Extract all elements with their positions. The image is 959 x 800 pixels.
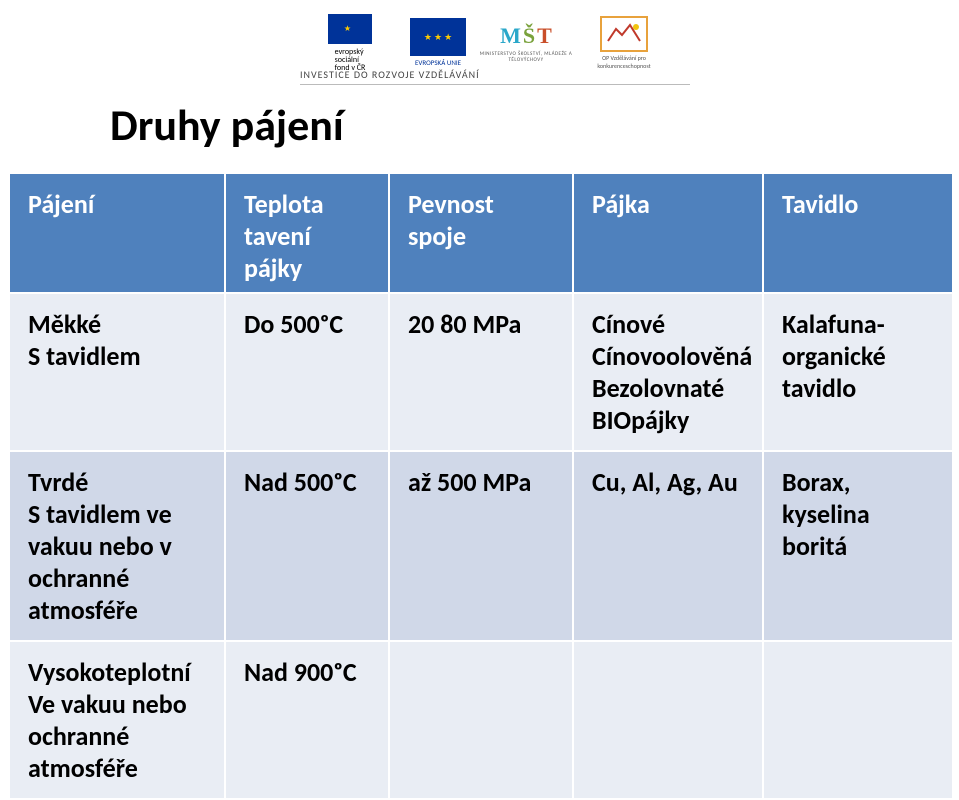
msmt-t: T [537, 23, 552, 49]
cell [763, 641, 953, 799]
cell: Nad 900ᵒC [225, 641, 389, 799]
table-row: VysokoteplotníVe vakuu nebo ochranné atm… [9, 641, 953, 799]
eu-logo: ★ ★ ★ EVROPSKÁ UNIE [406, 14, 470, 72]
msmt-logo: M Š T MINISTERSTVO ŠKOLSTVÍ, MLÁDEŽE A T… [476, 14, 576, 72]
soldering-table-body: MěkkéS tavidlem Do 500ᵒC 20 80 MPa Cínov… [8, 292, 954, 800]
cell: 20 80 MPa [389, 293, 573, 451]
msmt-s: Š [523, 23, 535, 49]
eu-flag-icon: ★ ★ ★ [410, 18, 466, 56]
cell [573, 641, 763, 799]
cell: MěkkéS tavidlem [9, 293, 225, 451]
cell: Kalafuna-organické tavidlo [763, 293, 953, 451]
eu-label: EVROPSKÁ UNIE [415, 58, 461, 67]
table-row: TvrdéS tavidlem ve vakuu nebo v ochranné… [9, 451, 953, 641]
cell: Borax, kyselina boritá [763, 451, 953, 641]
op-mark-icon [600, 16, 648, 52]
col-pevnost: Pevnost spoje [389, 173, 573, 299]
col-tavidlo: Tavidlo [763, 173, 953, 299]
cell: CínovéCínovoolověnáBezolovnatéBIOpájky [573, 293, 763, 451]
cell: Nad 500ᵒC [225, 451, 389, 641]
cell: až 500 MPa [389, 451, 573, 641]
table-row: MěkkéS tavidlem Do 500ᵒC 20 80 MPa Cínov… [9, 293, 953, 451]
cell: TvrdéS tavidlem ve vakuu nebo v ochranné… [9, 451, 225, 641]
eu-flag-icon [328, 14, 372, 44]
op-sub: OP Vzdělávání pro konkurenceschopnost [582, 54, 666, 70]
col-pajeni: Pájení [9, 173, 225, 299]
op-logo: OP Vzdělávání pro konkurenceschopnost [582, 14, 666, 72]
cell: VysokoteplotníVe vakuu nebo ochranné atm… [9, 641, 225, 799]
cell: Do 500ᵒC [225, 293, 389, 451]
cell: Cu, Al, Ag, Au [573, 451, 763, 641]
invest-line: INVESTICE DO ROZVOJE VZDĚLÁVÁNÍ [300, 68, 480, 81]
cell [389, 641, 573, 799]
col-teplota: Teplota tavení pájky [225, 173, 389, 299]
col-pajka: Pájka [573, 173, 763, 299]
logo-rule [300, 84, 690, 85]
table-header-row: Pájení Teplota tavení pájky Pevnost spoj… [9, 173, 953, 299]
esf-logo: evropský sociální fond v ČR [300, 14, 400, 72]
soldering-table-header: Pájení Teplota tavení pájky Pevnost spoj… [8, 172, 954, 300]
msmt-m: M [500, 23, 521, 49]
msmt-mark: M Š T [500, 23, 552, 49]
page-title: Druhy pájení [110, 98, 344, 152]
msmt-sub: MINISTERSTVO ŠKOLSTVÍ, MLÁDEŽE A TĚLOVÝC… [476, 51, 576, 63]
